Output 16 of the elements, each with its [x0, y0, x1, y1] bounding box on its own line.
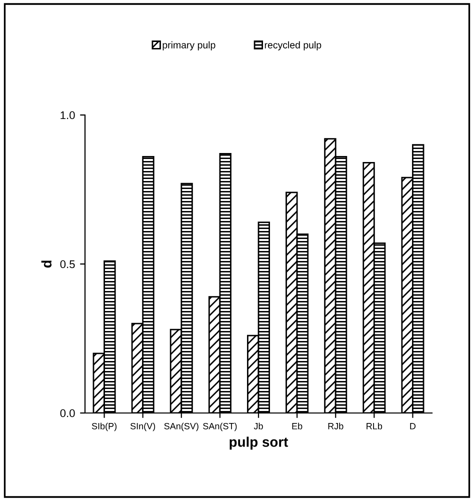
x-tick-label: SAn(SV) [164, 422, 198, 432]
x-tick-label: SAn(ST) [203, 422, 237, 432]
legend-label: primary pulp [162, 41, 216, 50]
legend-label: recycled pulp [264, 41, 322, 50]
x-tick-label: Jb [254, 422, 263, 430]
x-tick-label: D [410, 423, 416, 430]
x-tick-label: SIn(V) [130, 422, 156, 432]
x-tick-label: Eb [292, 422, 302, 430]
y-tick-label: 1.0 [60, 111, 75, 120]
x-axis-title: pulp sort [230, 436, 288, 450]
y-axis-title: d [41, 260, 52, 268]
x-tick-label: SIb(P) [92, 422, 117, 432]
y-tick-label: 0.0 [60, 409, 75, 418]
x-tick-label: RJb [328, 422, 344, 430]
y-tick-label: 0.5 [60, 260, 75, 268]
x-tick-label: RLb [366, 422, 382, 430]
